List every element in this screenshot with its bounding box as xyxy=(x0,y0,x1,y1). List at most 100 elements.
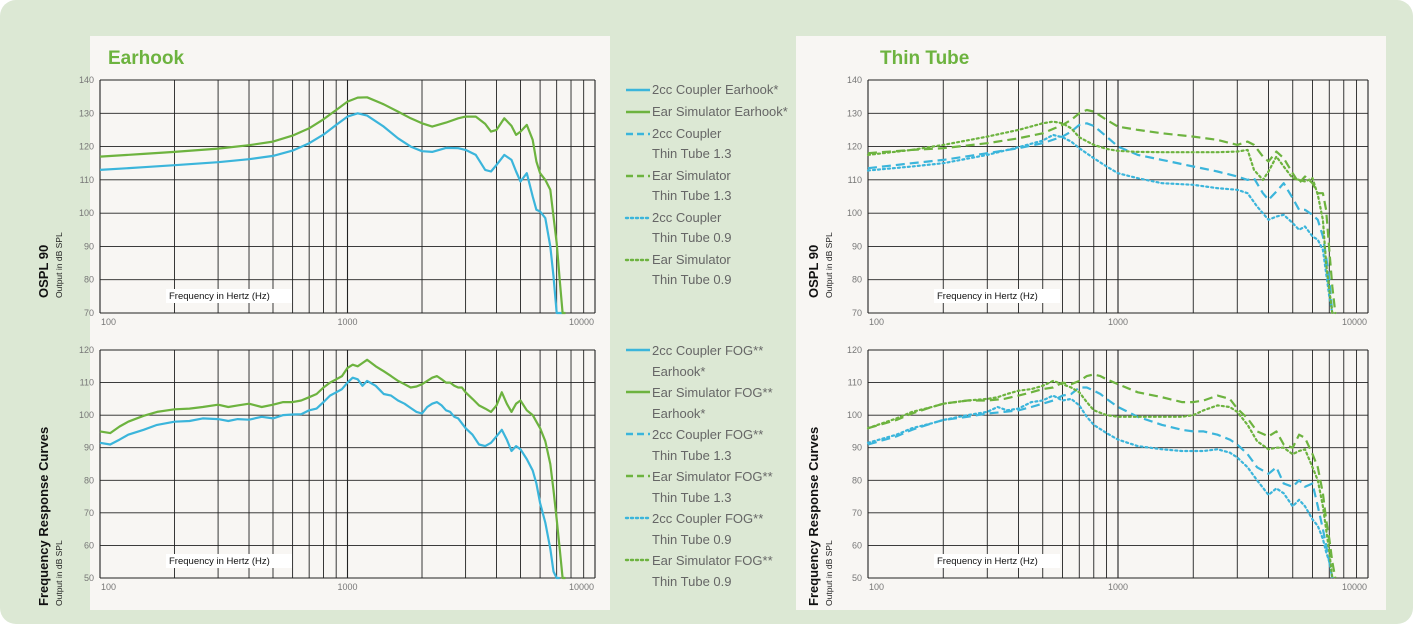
legend-label-line: 2cc Coupler xyxy=(652,210,722,225)
legend-label: 2cc Coupler FOG** Thin Tube 1.3 xyxy=(652,424,763,466)
x-axis-label: Frequency in Hertz (Hz) xyxy=(169,291,270,302)
y-tick-label: 90 xyxy=(84,241,94,251)
series-line xyxy=(99,96,566,315)
legend-label-line: Thin Tube 1.3 xyxy=(652,146,732,161)
y-tick-label: 100 xyxy=(79,410,94,420)
x-axis-label-bg xyxy=(934,289,1060,303)
legend-swatch xyxy=(626,110,650,114)
legend-label-line: Thin Tube 0.9 xyxy=(652,272,732,287)
legend-label-line: Thin Tube 1.3 xyxy=(652,490,732,505)
y-tick-label: 70 xyxy=(84,508,94,518)
legend-swatch xyxy=(626,390,650,394)
legend-swatch xyxy=(626,88,650,92)
y-tick-label: 140 xyxy=(79,75,94,85)
y-tick-label: 110 xyxy=(848,378,862,388)
x-axis-label: Frequency in Hertz (Hz) xyxy=(169,556,270,567)
thintube-title: Thin Tube xyxy=(880,48,970,69)
legend-label-line: 2cc Coupler FOG** xyxy=(652,511,764,526)
ospl-axis-title-right: OSPL 90 xyxy=(806,244,821,298)
x-axis-label: Frequency in Hertz (Hz) xyxy=(937,291,1038,302)
x-tick-label: 10000 xyxy=(1342,317,1367,327)
y-tick-label: 90 xyxy=(84,443,94,453)
legend-swatch xyxy=(626,432,650,436)
legend-ospl90: 2cc Coupler Earhook* Ear Simulator Earhoo… xyxy=(624,80,794,295)
earhook-title: Earhook xyxy=(108,48,185,69)
y-tick-label: 80 xyxy=(84,275,94,285)
legend-label-line: 2cc Coupler FOG** xyxy=(652,427,764,442)
series-line xyxy=(99,358,566,580)
y-tick-label: 140 xyxy=(847,75,862,85)
legend-label: 2cc Coupler Earhook* xyxy=(652,80,778,100)
series-line xyxy=(866,379,1334,580)
legend-label: Ear Simulator FOG** Thin Tube 0.9 xyxy=(652,550,773,592)
legend-swatch xyxy=(626,174,650,178)
legend-label: Ear Simulator Thin Tube 0.9 xyxy=(652,250,732,290)
y-tick-label: 60 xyxy=(84,540,94,550)
legend-label-line: Earhook* xyxy=(652,364,706,379)
x-tick-label: 100 xyxy=(101,582,116,592)
legend-label-line: Ear Simulator Earhook* xyxy=(652,104,788,119)
y-tick-label: 130 xyxy=(79,108,94,118)
thintube-card xyxy=(796,36,1386,610)
earhook-frequency-response-chart: 50 60 70 80 90 100 110 120 100 1000 10000 Frequency… xyxy=(79,345,596,592)
y-tick-label: 90 xyxy=(852,443,862,453)
ospl-axis-title-left: OSPL 90 xyxy=(36,244,51,298)
legend-label-line: Thin Tube 1.3 xyxy=(652,188,732,203)
legend-label: 2cc Coupler Thin Tube 0.9 xyxy=(652,208,732,248)
legend-label-line: Earhook* xyxy=(652,406,706,421)
y-tick-label: 110 xyxy=(80,378,94,388)
frc-axis-title-right: Frequency Response Curves xyxy=(806,426,821,606)
frc-axis-title-left: Frequency Response Curves xyxy=(36,426,51,606)
ospl-axis-subtitle-left: Output in dB SPL xyxy=(54,232,64,298)
legend-swatch xyxy=(626,132,650,136)
x-tick-label: 1000 xyxy=(337,317,357,327)
x-tick-label: 100 xyxy=(101,317,116,327)
y-tick-label: 80 xyxy=(852,475,862,485)
x-axis-label-bg xyxy=(934,554,1060,568)
legend-swatch xyxy=(624,558,652,562)
thintube-frequency-response-chart: 50 60 70 80 90 100 110 120 100 1000 10000 Frequency… xyxy=(847,345,1369,592)
series-line xyxy=(866,120,1337,315)
x-tick-label: 10000 xyxy=(569,317,594,327)
y-tick-label: 60 xyxy=(852,540,862,550)
x-tick-label: 100 xyxy=(869,582,884,592)
y-tick-label: 80 xyxy=(84,475,94,485)
series-line xyxy=(867,373,1337,579)
legend-label: Ear Simulator Thin Tube 1.3 xyxy=(652,166,732,206)
legend-label: Ear Simulator Earhook* xyxy=(652,102,788,122)
legend-label-line: Ear Simulator FOG** xyxy=(652,553,773,568)
x-tick-label: 1000 xyxy=(1108,582,1128,592)
thintube-ospl90-chart: 70 80 90 100 110 120 130 140 100 1000 10000 Frequen… xyxy=(847,75,1369,327)
legend-label-line: 2cc Coupler xyxy=(652,126,722,141)
legend-label-line: 2cc Coupler FOG** xyxy=(652,343,764,358)
y-tick-label: 90 xyxy=(852,241,862,251)
frc-axis-subtitle-left: Output in dB SPL xyxy=(54,540,64,606)
legend-frequency-response: 2cc Coupler FOG** Earhook* Ear Simulator F… xyxy=(624,340,794,605)
legend-label-line: Thin Tube 1.3 xyxy=(652,448,732,463)
x-tick-label: 10000 xyxy=(569,582,594,592)
x-tick-label: 100 xyxy=(869,317,884,327)
frc-axis-subtitle-right: Output in dB SPL xyxy=(824,540,834,606)
series-line xyxy=(867,108,1337,314)
legend-label-line: Ear Simulator xyxy=(652,252,731,267)
series-line xyxy=(866,394,1334,580)
y-tick-label: 100 xyxy=(847,208,862,218)
y-tick-label: 50 xyxy=(852,573,862,583)
y-tick-label: 120 xyxy=(847,142,862,152)
y-tick-label: 70 xyxy=(852,508,862,518)
series-line xyxy=(867,386,1334,579)
series-line xyxy=(866,133,1334,315)
y-tick-label: 120 xyxy=(847,345,862,355)
x-axis-label-bg xyxy=(166,554,292,568)
legend-swatch xyxy=(626,348,650,352)
x-axis-label: Frequency in Hertz (Hz) xyxy=(937,556,1038,567)
y-tick-label: 80 xyxy=(852,275,862,285)
legend-label-line: 2cc Coupler Earhook* xyxy=(652,82,779,97)
series-line xyxy=(99,112,563,315)
x-tick-label: 1000 xyxy=(1108,317,1128,327)
y-tick-label: 100 xyxy=(79,208,94,218)
x-tick-label: 1000 xyxy=(337,582,357,592)
y-tick-label: 50 xyxy=(84,573,94,583)
ospl-axis-subtitle-right: Output in dB SPL xyxy=(824,232,834,298)
x-axis-label-bg xyxy=(166,289,292,303)
